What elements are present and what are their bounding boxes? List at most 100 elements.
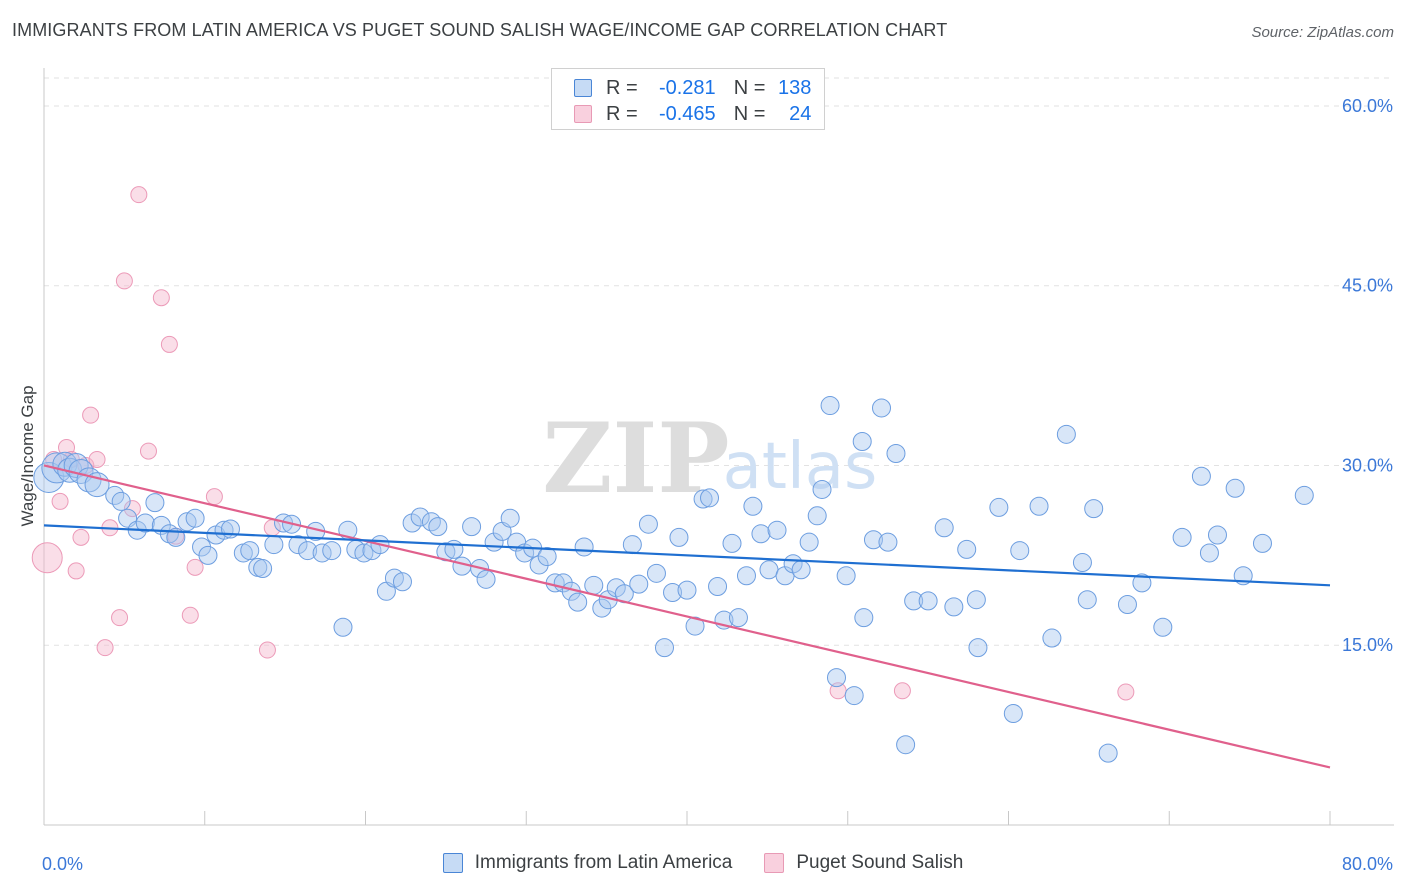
data-point-latin-america [298,541,318,561]
data-point-puget-sound [160,335,178,353]
data-point-latin-america [568,592,588,612]
legend-r-value: -0.281 [658,76,716,99]
data-point-latin-america [135,513,155,533]
data-point-latin-america [185,508,205,528]
y-tick-label: 15.0% [1342,635,1393,655]
data-point-latin-america [654,638,674,658]
data-point-puget-sound [96,639,114,657]
data-point-latin-america [663,583,683,603]
data-point-latin-america [693,489,713,509]
data-point-latin-america [529,555,549,575]
data-point-latin-america [677,580,697,600]
data-point-latin-america [966,590,986,610]
data-point-latin-america [1132,573,1152,593]
trend-line-puget-sound [43,464,1331,769]
data-point-latin-america [944,597,964,617]
data-point-latin-america [159,524,179,544]
data-point-latin-america [288,535,308,555]
data-point-puget-sound [181,606,199,624]
data-point-latin-america [1072,553,1092,573]
legend-swatch-pink [574,105,592,123]
series-swatch-blue [442,853,463,873]
axis-ticks [43,811,1331,825]
latin-america-points [33,396,1314,763]
data-point-latin-america [264,535,284,555]
data-point-latin-america [799,532,819,552]
data-point-puget-sound [893,682,911,700]
data-point-puget-sound [130,186,148,204]
data-point-puget-sound [139,442,157,460]
data-point-latin-america [537,547,557,567]
data-point-latin-america [428,517,448,537]
y-tick-label: 45.0% [1342,276,1393,296]
data-point-latin-america [728,608,748,628]
data-point-latin-america [791,560,811,580]
data-point-latin-america [836,566,856,586]
data-point-latin-america [934,518,954,538]
data-point-puget-sound [111,609,129,627]
data-point-latin-america [629,574,649,594]
data-point-latin-america [759,560,779,580]
legend-row-latin-america: R = -0.281 N = 138 [574,76,811,100]
trend-line-latin-america [43,524,1331,587]
data-point-puget-sound [51,492,69,510]
data-point-latin-america [1029,496,1049,516]
data-point-latin-america [1207,525,1227,545]
series-legend-label: Puget Sound Salish [796,852,964,873]
data-point-latin-america [896,735,916,755]
data-point-latin-america [1117,594,1137,614]
data-point-puget-sound [115,272,133,290]
data-point-latin-america [807,506,827,526]
data-point-latin-america [1084,499,1104,519]
data-point-latin-america [145,493,165,513]
data-point-latin-america [166,527,186,547]
legend-n-label: N = [733,76,766,99]
data-point-latin-america [444,539,464,559]
data-point-latin-america [878,532,898,552]
data-point-puget-sound [82,406,100,424]
data-point-latin-america [872,398,892,418]
data-point-latin-america [1056,424,1076,444]
legend-r-label: R = [606,102,638,125]
data-point-latin-america [968,638,988,658]
data-point-puget-sound [205,488,223,506]
data-point-latin-america [322,541,342,561]
data-point-latin-america [1225,478,1245,498]
data-point-latin-america [253,559,273,579]
trend-lines [43,464,1331,769]
data-point-latin-america [700,488,720,508]
series-legend-latin-america: Immigrants from Latin America [442,852,732,874]
legend-n-value: 138 [778,76,812,99]
data-point-puget-sound [152,289,170,307]
data-point-latin-america [476,569,496,589]
data-point-puget-sound [31,542,63,574]
data-point-latin-america [410,507,430,527]
data-point-latin-america [863,530,883,550]
data-point-latin-america [820,396,840,416]
legend-r-label: R = [606,76,638,99]
data-point-puget-sound [258,641,276,659]
data-point-latin-america [1010,541,1030,561]
data-point-latin-america [584,575,604,595]
legend-swatch-blue [574,79,592,97]
legend-row-puget-sound: R = -0.465 N = 24 [574,102,811,126]
x-tick-label: 80.0% [1342,854,1393,874]
data-point-latin-america [622,535,642,555]
data-point-latin-america [1077,590,1097,610]
data-point-latin-america [638,514,658,534]
y-tick-label: 30.0% [1342,455,1393,475]
data-point-latin-america [669,527,689,547]
data-point-latin-america [1172,527,1192,547]
watermark: ZIP atlas [542,402,877,515]
watermark-atlas: atlas [723,430,878,504]
data-point-latin-america [646,563,666,583]
data-point-latin-america [1294,485,1314,505]
data-point-latin-america [743,496,763,516]
data-point-puget-sound [123,500,141,518]
data-point-latin-america [33,461,65,493]
puget-sound-salish-points [31,186,1135,701]
data-point-latin-america [918,591,938,611]
data-point-puget-sound [67,562,85,580]
data-point-latin-america [1252,533,1272,553]
data-point-latin-america [904,591,924,611]
